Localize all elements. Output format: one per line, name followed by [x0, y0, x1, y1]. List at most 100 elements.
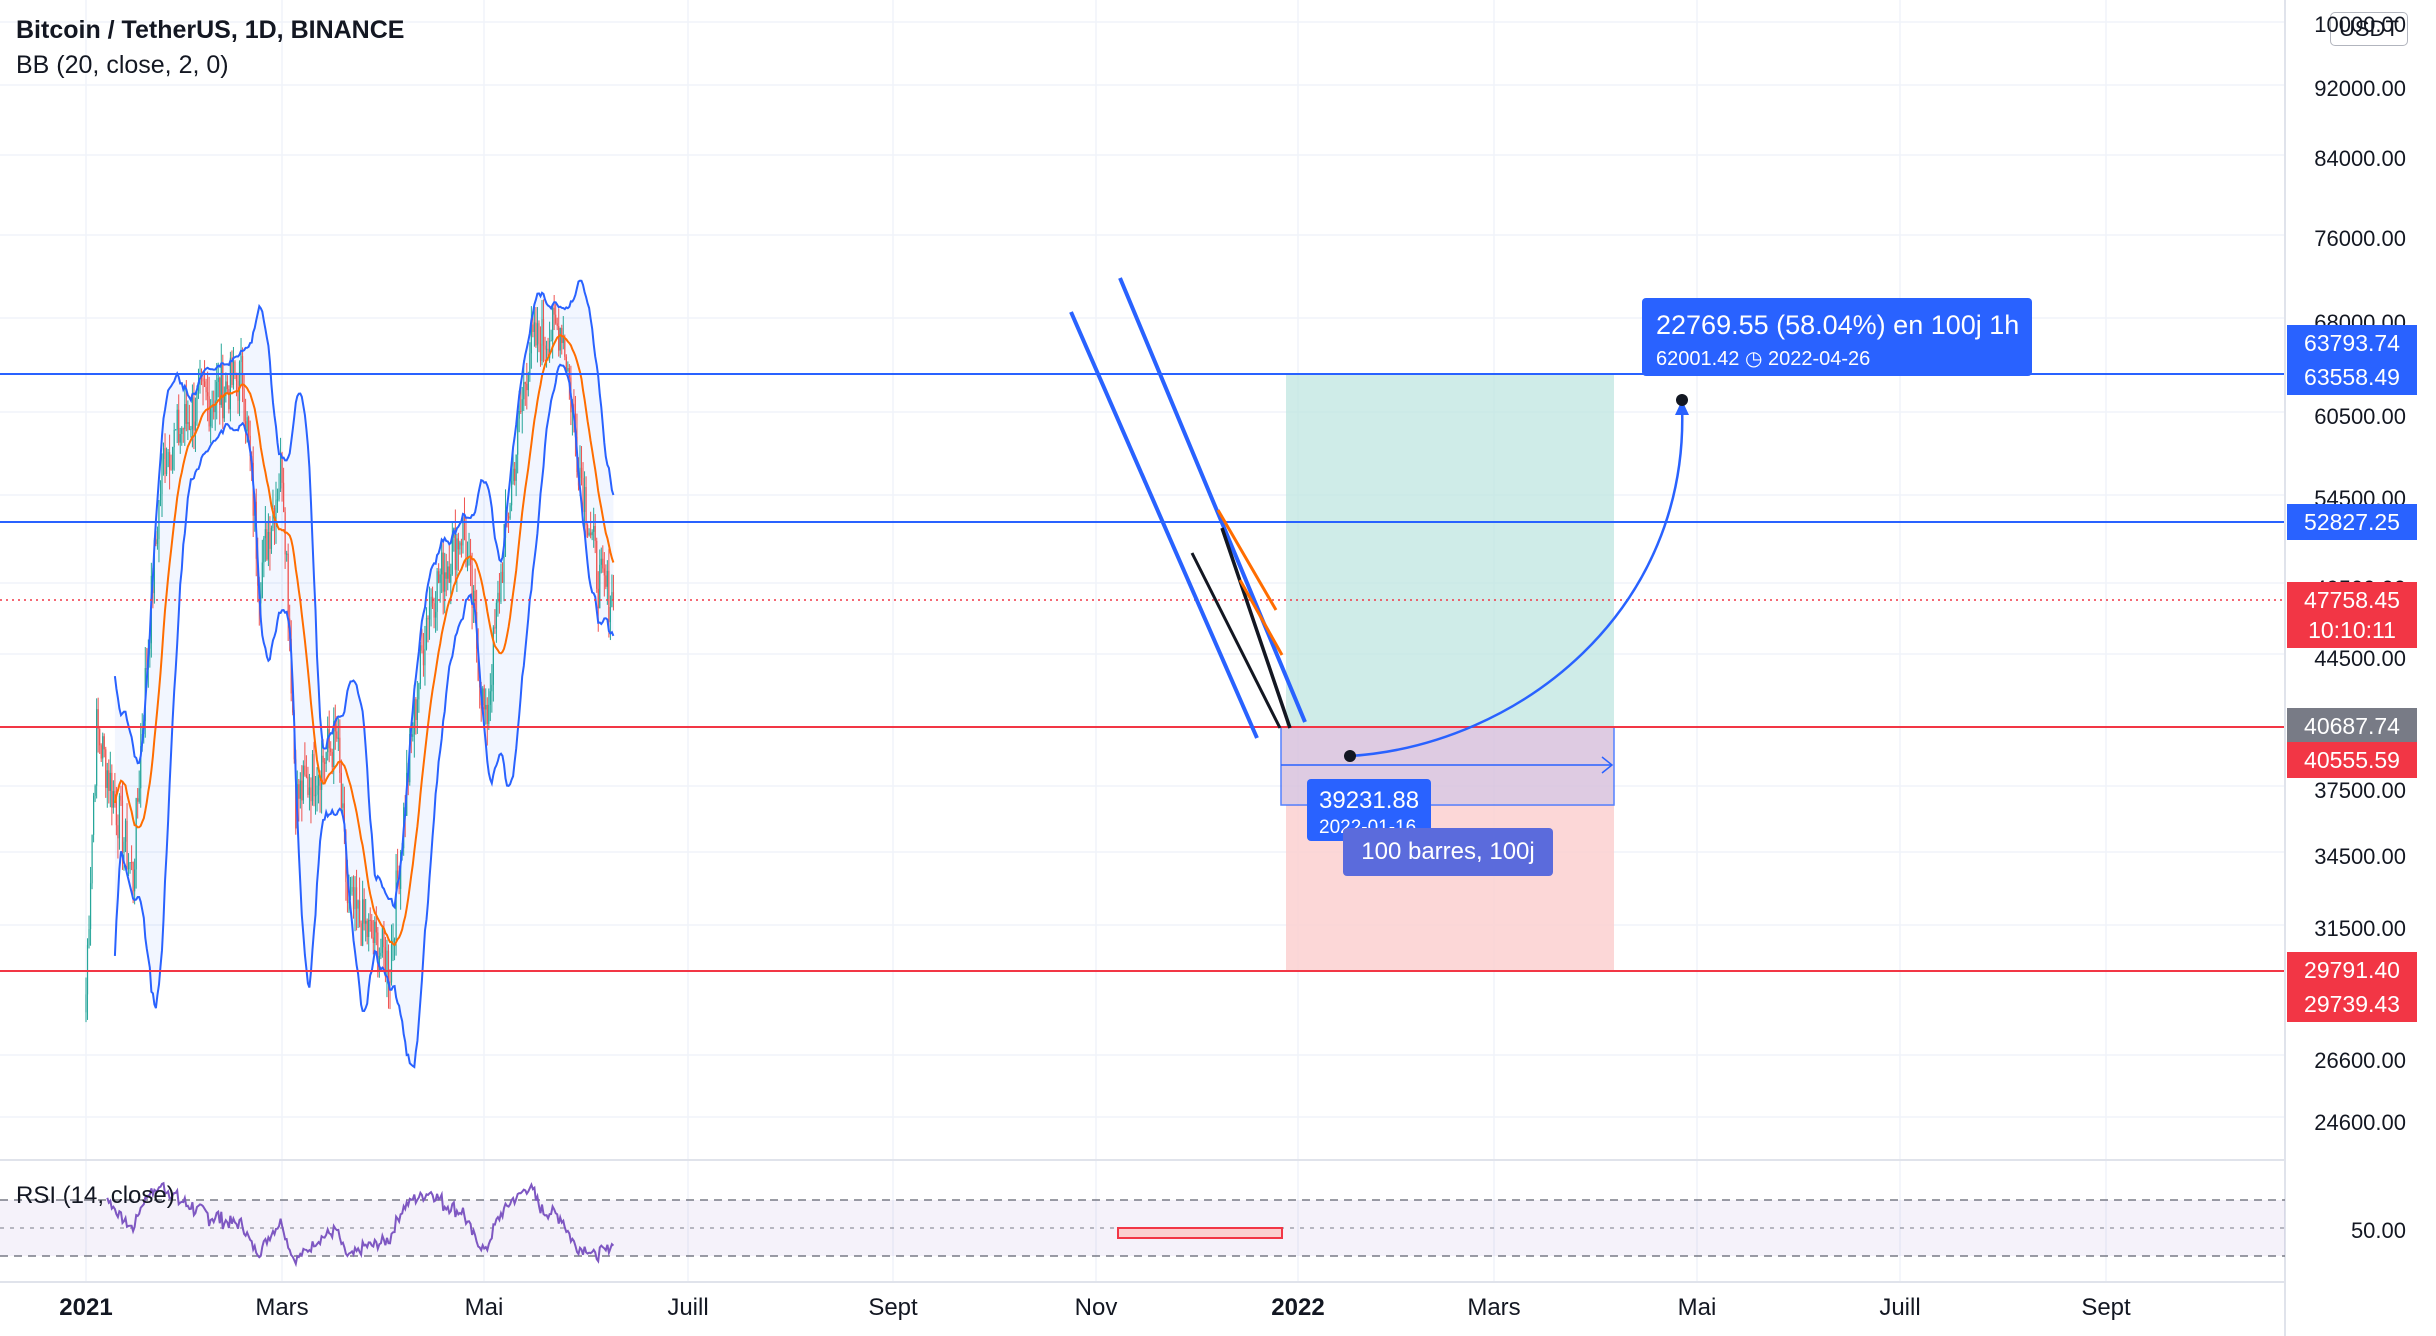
- projection-target-callout[interactable]: 22769.55 (58.04%) en 100j 1h 62001.42 ◷ …: [1642, 298, 2032, 376]
- y-tick: 76000.00: [2314, 226, 2406, 251]
- candle-body: [436, 571, 438, 612]
- candle-body: [442, 552, 444, 592]
- bb-indicator-label[interactable]: BB (20, close, 2, 0): [16, 51, 229, 79]
- candle-body: [355, 887, 358, 909]
- symbol-title[interactable]: Bitcoin / TetherUS, 1D, BINANCE: [16, 16, 405, 44]
- x-tick: Sept: [2081, 1294, 2131, 1321]
- price-tag-blue[interactable]: 63558.49: [2287, 359, 2417, 395]
- candle-body: [377, 932, 379, 971]
- candle-body: [111, 772, 113, 808]
- candle-body: [383, 927, 385, 948]
- candle-body: [214, 400, 216, 413]
- candle-body: [200, 377, 203, 379]
- y-tick: 31500.00: [2314, 916, 2406, 941]
- candle-body: [430, 596, 432, 607]
- candle-body: [105, 749, 107, 788]
- candle-body: [321, 755, 323, 790]
- candle-body: [176, 409, 178, 430]
- projection-target-details: 62001.42 ◷ 2022-04-26: [1656, 346, 1870, 371]
- candle-body: [441, 552, 443, 575]
- x-tick: 2021: [59, 1294, 113, 1321]
- candle-body: [283, 482, 285, 513]
- target-point[interactable]: [1676, 394, 1688, 406]
- candle-body: [495, 602, 497, 629]
- channel-line-lower[interactable]: [1069, 311, 1259, 739]
- candle-body: [454, 527, 456, 570]
- candle-body: [194, 421, 197, 431]
- candle-body: [311, 754, 314, 802]
- candle-body: [226, 381, 228, 390]
- price-tag-blue[interactable]: 52827.25: [2287, 504, 2417, 540]
- candle-body: [342, 803, 344, 808]
- orange-line-2[interactable]: [1238, 579, 1284, 656]
- trendlines[interactable]: [1069, 277, 1307, 739]
- candle-body: [102, 736, 104, 759]
- candle-body: [112, 791, 114, 808]
- candle-body: [219, 377, 221, 405]
- candle-body: [182, 428, 184, 430]
- candle-body: [279, 454, 282, 489]
- price-tag-red[interactable]: 40555.59: [2287, 742, 2417, 778]
- candle-body: [351, 886, 353, 892]
- candle-body: [384, 947, 387, 978]
- y-tick: 84000.00: [2314, 146, 2406, 171]
- candle-body: [422, 650, 425, 666]
- candle-body: [210, 407, 212, 427]
- profit-zone: [1286, 374, 1614, 727]
- candle-body: [428, 606, 431, 620]
- projection-entry-price: 39231.88: [1319, 787, 1420, 814]
- candle-body: [266, 529, 268, 560]
- candle-body: [337, 737, 339, 739]
- candle-body: [245, 421, 247, 431]
- candle-body: [473, 590, 475, 609]
- candle-body: [238, 362, 241, 401]
- candle-body: [260, 598, 262, 604]
- candle-body: [375, 921, 377, 933]
- candle-body: [553, 307, 555, 315]
- candle-body: [433, 603, 435, 618]
- candle-body: [124, 820, 127, 842]
- candle-body: [611, 592, 613, 607]
- candle-body: [413, 699, 415, 735]
- candle-body: [310, 787, 312, 802]
- candle-body: [483, 688, 485, 710]
- candle-body: [555, 314, 557, 324]
- price-tag-gray[interactable]: 40687.74: [2287, 708, 2417, 744]
- rsi-highlight-box[interactable]: [1117, 1227, 1283, 1239]
- candle-body: [190, 429, 192, 431]
- candle-body: [541, 319, 543, 362]
- price-tag-red[interactable]: 29791.40: [2287, 952, 2417, 988]
- channel-line-upper[interactable]: [1118, 277, 1307, 723]
- candle-body: [131, 862, 133, 864]
- candle-body: [465, 539, 467, 567]
- projection-arc[interactable]: [1349, 404, 1684, 758]
- candle-body: [471, 565, 473, 609]
- candle-body: [156, 538, 159, 545]
- candle-body: [419, 645, 421, 684]
- candle-body: [108, 770, 110, 791]
- candle-body: [512, 468, 514, 482]
- y-tick: 26600.00: [2314, 1048, 2406, 1073]
- candle-body: [503, 537, 505, 583]
- black-line-2[interactable]: [1190, 552, 1282, 729]
- candle-body: [172, 447, 174, 470]
- black-line-1[interactable]: [1220, 527, 1292, 729]
- price-tag-blue[interactable]: 63793.74: [2287, 325, 2417, 361]
- candle-body: [278, 488, 280, 500]
- price-tag-red[interactable]: 29739.43: [2287, 986, 2417, 1022]
- candle-body: [179, 433, 181, 443]
- candle-body: [520, 411, 522, 413]
- candle-body: [517, 418, 519, 455]
- orange-line-1[interactable]: [1216, 509, 1278, 611]
- candle-body: [588, 532, 590, 536]
- rsi-indicator-label[interactable]: RSI (14, close): [16, 1182, 175, 1209]
- currency-button[interactable]: USDT: [2330, 12, 2408, 46]
- entry-point[interactable]: [1344, 750, 1356, 762]
- candle-body: [529, 353, 531, 375]
- candle-body: [605, 575, 607, 587]
- candle-body: [115, 801, 117, 826]
- candle-body: [451, 537, 453, 575]
- bars-range-label[interactable]: 100 barres, 100j: [1343, 828, 1553, 876]
- candle-body: [208, 396, 210, 427]
